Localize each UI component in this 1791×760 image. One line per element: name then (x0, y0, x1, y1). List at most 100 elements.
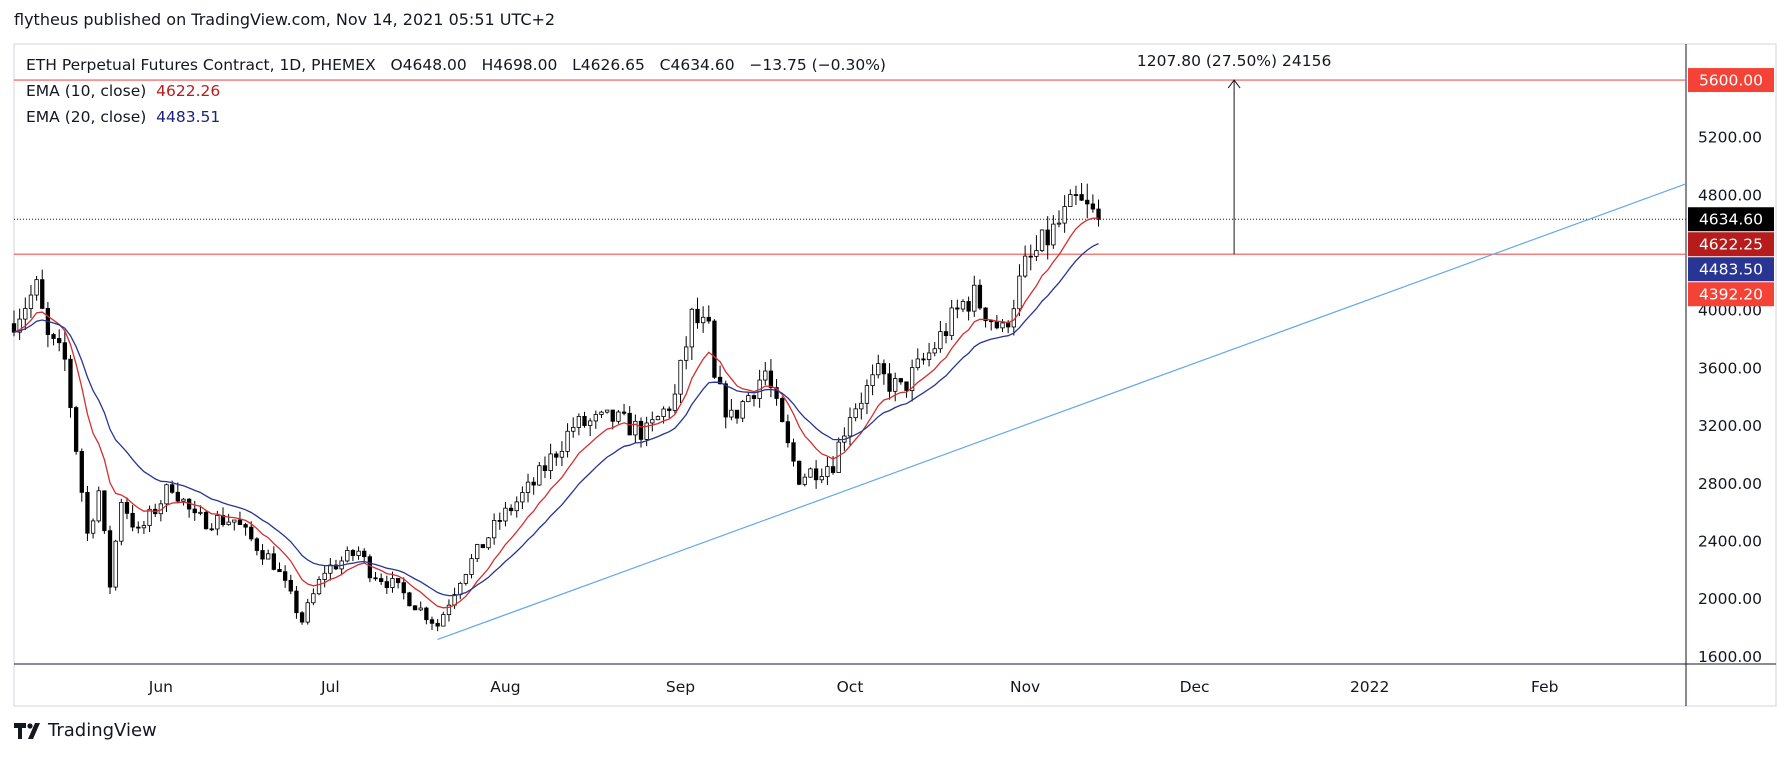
candle-body[interactable] (983, 307, 988, 322)
candle-body[interactable] (548, 453, 553, 471)
candle-body[interactable] (717, 376, 723, 385)
candle-body[interactable] (1000, 322, 1005, 329)
candle-body[interactable] (994, 321, 1000, 329)
candle-body[interactable] (497, 520, 502, 522)
candle-body[interactable] (859, 402, 864, 410)
candle-body[interactable] (723, 383, 728, 418)
candle-body[interactable] (367, 556, 373, 579)
candle-body[interactable] (780, 398, 785, 423)
candle-body[interactable] (119, 501, 124, 542)
candle-body[interactable] (28, 294, 34, 309)
candle-body[interactable] (294, 590, 299, 614)
candle-body[interactable] (356, 550, 361, 556)
candle-body[interactable] (203, 511, 209, 530)
candle-body[interactable] (486, 537, 491, 549)
candle-body[interactable] (73, 407, 79, 452)
candle-body[interactable] (610, 409, 615, 422)
candle-body[interactable] (232, 519, 237, 523)
candle-body[interactable] (638, 420, 644, 440)
candle-body[interactable] (469, 558, 474, 575)
candle-body[interactable] (565, 430, 570, 452)
candle-body[interactable] (1045, 229, 1050, 246)
candle-body[interactable] (68, 358, 73, 408)
candle-body[interactable] (672, 393, 678, 411)
candle-body[interactable] (1079, 194, 1084, 201)
candle-body[interactable] (932, 348, 937, 354)
ema10-line[interactable] (13, 217, 1099, 609)
candle-body[interactable] (955, 307, 960, 310)
candle-body[interactable] (734, 409, 740, 419)
candle-body[interactable] (1062, 206, 1067, 224)
candle-body[interactable] (791, 442, 796, 462)
candle-body[interactable] (960, 301, 966, 310)
candle-body[interactable] (797, 460, 802, 485)
candle-body[interactable] (362, 550, 367, 558)
candle-body[interactable] (384, 581, 389, 588)
candle-body[interactable] (237, 519, 243, 525)
candle-body[interactable] (542, 465, 548, 471)
candle-body[interactable] (938, 331, 943, 350)
candle-body[interactable] (373, 577, 378, 580)
candle-body[interactable] (390, 578, 395, 588)
candle-body[interactable] (209, 528, 214, 531)
candle-body[interactable] (650, 419, 655, 424)
candle-body[interactable] (1090, 203, 1096, 210)
candle-body[interactable] (282, 571, 288, 581)
candle-body[interactable] (813, 468, 819, 481)
candle-body[interactable] (876, 363, 881, 376)
candle-body[interactable] (113, 540, 118, 588)
candle-body[interactable] (198, 511, 203, 514)
candle-body[interactable] (887, 373, 892, 392)
ema20-line[interactable] (13, 243, 1099, 597)
candle-body[interactable] (774, 387, 779, 399)
candle-body[interactable] (136, 526, 141, 529)
candle-body[interactable] (277, 568, 282, 573)
candle-body[interactable] (508, 507, 514, 512)
candle-body[interactable] (441, 614, 446, 627)
trendline[interactable] (437, 183, 1687, 641)
candle-body[interactable] (401, 582, 406, 594)
candle-body[interactable] (1022, 255, 1028, 277)
candle-body[interactable] (407, 592, 412, 607)
candle-body[interactable] (588, 420, 593, 426)
candle-body[interactable] (559, 450, 565, 458)
candle-body[interactable] (107, 530, 113, 588)
candle-body[interactable] (124, 501, 130, 514)
candle-body[interactable] (181, 498, 186, 502)
candle-body[interactable] (350, 550, 356, 556)
candle-body[interactable] (898, 378, 903, 383)
candle-body[interactable] (554, 453, 559, 458)
candle-body[interactable] (678, 359, 683, 395)
tradingview-logo[interactable]: TradingView (14, 720, 157, 741)
candle-body[interactable] (305, 602, 310, 623)
candle-body[interactable] (1068, 194, 1073, 207)
candle-body[interactable] (288, 579, 293, 592)
candle-body[interactable] (424, 607, 429, 621)
candle-body[interactable] (864, 385, 870, 404)
candle-body[interactable] (17, 318, 22, 333)
candle-body[interactable] (525, 481, 531, 493)
candle-body[interactable] (825, 466, 830, 477)
candle-body[interactable] (141, 525, 147, 529)
candle-body[interactable] (266, 553, 271, 560)
candle-body[interactable] (1028, 255, 1033, 258)
candle-body[interactable] (1085, 199, 1090, 205)
candle-body[interactable] (604, 409, 610, 413)
candle-body[interactable] (62, 342, 67, 360)
candle-body[interactable] (808, 468, 813, 478)
candle-body[interactable] (316, 579, 322, 595)
candle-body[interactable] (458, 582, 463, 595)
candle-body[interactable] (904, 381, 909, 391)
candle-body[interactable] (644, 422, 649, 440)
candle-body[interactable] (700, 316, 706, 324)
candle-body[interactable] (571, 427, 576, 432)
candle-body[interactable] (57, 338, 62, 344)
candle-body[interactable] (706, 316, 711, 322)
candle-body[interactable] (729, 409, 734, 418)
candle-body[interactable] (435, 622, 440, 627)
candle-body[interactable] (1034, 250, 1039, 257)
legend-ema10-row[interactable]: EMA (10, close) 4622.26 (26, 78, 886, 104)
candle-body[interactable] (249, 526, 254, 540)
candle-body[interactable] (785, 421, 791, 444)
